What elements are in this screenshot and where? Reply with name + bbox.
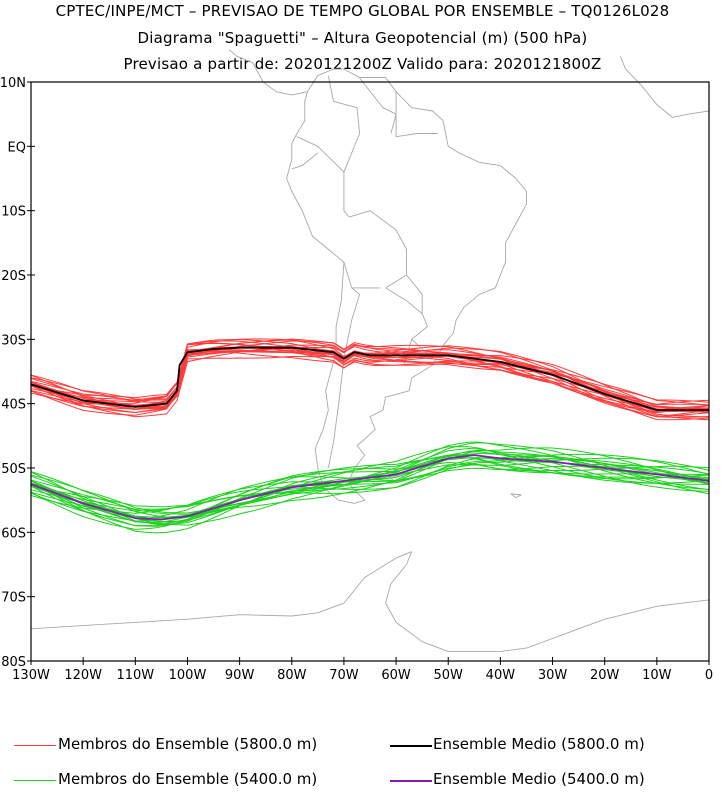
lon-tick-label: 100W — [169, 668, 207, 683]
lon-tick-label: 10W — [642, 668, 672, 683]
legend-label-mean-5400: Ensemble Medio (5400.0 m) — [433, 770, 645, 788]
lon-tick-label: 110W — [116, 668, 154, 683]
africa-coast — [619, 56, 710, 118]
lat-tick-label: 10S — [1, 205, 26, 220]
lat-tick-label: 30S — [1, 333, 26, 348]
lat-tick-label: EQ — [8, 140, 26, 155]
ensemble-mean-5400-line — [30, 454, 710, 521]
ensemble-member-line — [30, 461, 710, 523]
lon-tick-label: 80W — [277, 668, 307, 683]
antarctica-coast-east — [385, 551, 710, 652]
lat-tick-label: 80S — [1, 655, 26, 670]
lon-tick-label: 120W — [64, 668, 102, 683]
lon-tick-label: 70W — [329, 668, 359, 683]
lat-tick-label: 40S — [1, 398, 26, 413]
ensemble-mean-5800-line — [30, 346, 709, 411]
central-america-coast — [228, 49, 308, 96]
lon-tick-label: 40W — [486, 668, 516, 683]
latitude-axis: 10N EQ 10S 20S 30S 40S 50S 60S 70S 80S — [0, 76, 35, 670]
title-line-3: Previsao a partir de: 2020121200Z Valido… — [123, 55, 602, 73]
country-border — [327, 75, 361, 173]
title-line-2: Diagrama "Spaguetti" – Altura Geopotenci… — [137, 29, 588, 47]
coastline-layer — [30, 49, 710, 652]
ensemble-member-line — [30, 345, 710, 414]
map-figure: 10N EQ 10S 20S 30S 40S 50S 60S 70S 80S 130W 120W 11… — [0, 49, 713, 683]
south-america-coast — [286, 68, 527, 504]
ensemble-member-line — [30, 449, 710, 515]
ensemble-member-line — [30, 455, 710, 510]
lon-tick-label: 50W — [434, 668, 464, 683]
country-border — [327, 261, 361, 469]
ensemble-member-line — [30, 345, 710, 418]
title-line-1: CPTEC/INPE/MCT – PREVISAO DE TEMPO GLOBA… — [55, 2, 670, 20]
ensemble-member-line — [30, 453, 710, 527]
country-border — [359, 77, 397, 134]
lon-tick-label: 30W — [538, 668, 568, 683]
lon-tick-label: 60W — [381, 668, 411, 683]
ensemble-members-5400-layer — [30, 441, 710, 534]
country-border — [291, 152, 319, 170]
ensemble-mean-layer — [30, 346, 710, 521]
ensemble-member-line — [30, 338, 710, 411]
ensemble-member-line — [30, 338, 710, 421]
country-border — [296, 136, 350, 218]
legend-label-mean-5800: Ensemble Medio (5800.0 m) — [433, 735, 645, 753]
lon-tick-label: 90W — [225, 668, 255, 683]
country-border — [395, 91, 438, 138]
map-frame — [30, 81, 710, 662]
lat-tick-label: 70S — [1, 591, 26, 606]
country-border — [406, 274, 423, 314]
country-border — [348, 210, 407, 289]
south-georgia-island — [510, 493, 522, 499]
lon-tick-label: 0 — [705, 668, 713, 683]
lat-tick-label: 20S — [1, 269, 26, 284]
lat-tick-label: 10N — [0, 76, 26, 91]
legend-swatch-members-5800 — [14, 745, 56, 746]
longitude-axis: 130W 120W 110W 100W 90W 80W 70W 60W 50W 40W 30W 20W… — [12, 657, 713, 683]
ensemble-member-line — [30, 457, 710, 530]
legend-label-members-5400: Membros do Ensemble (5400.0 m) — [58, 770, 318, 788]
lon-tick-label: 130W — [12, 668, 50, 683]
legend-swatch-mean-5800 — [390, 745, 432, 747]
lat-tick-label: 50S — [1, 462, 26, 477]
legend-swatch-members-5400 — [14, 780, 56, 781]
country-border — [385, 287, 433, 359]
legend-swatch-mean-5400 — [390, 780, 432, 782]
ensemble-member-line — [30, 441, 710, 519]
lat-tick-label: 60S — [1, 526, 26, 541]
ensemble-member-line — [30, 343, 710, 413]
ensemble-member-line — [30, 452, 710, 514]
ensemble-member-line — [30, 339, 710, 416]
legend-label-members-5800: Membros do Ensemble (5800.0 m) — [58, 735, 318, 753]
antarctica-coast-west — [30, 551, 412, 630]
ensemble-members-5800-layer — [30, 338, 710, 421]
lon-tick-label: 20W — [590, 668, 620, 683]
